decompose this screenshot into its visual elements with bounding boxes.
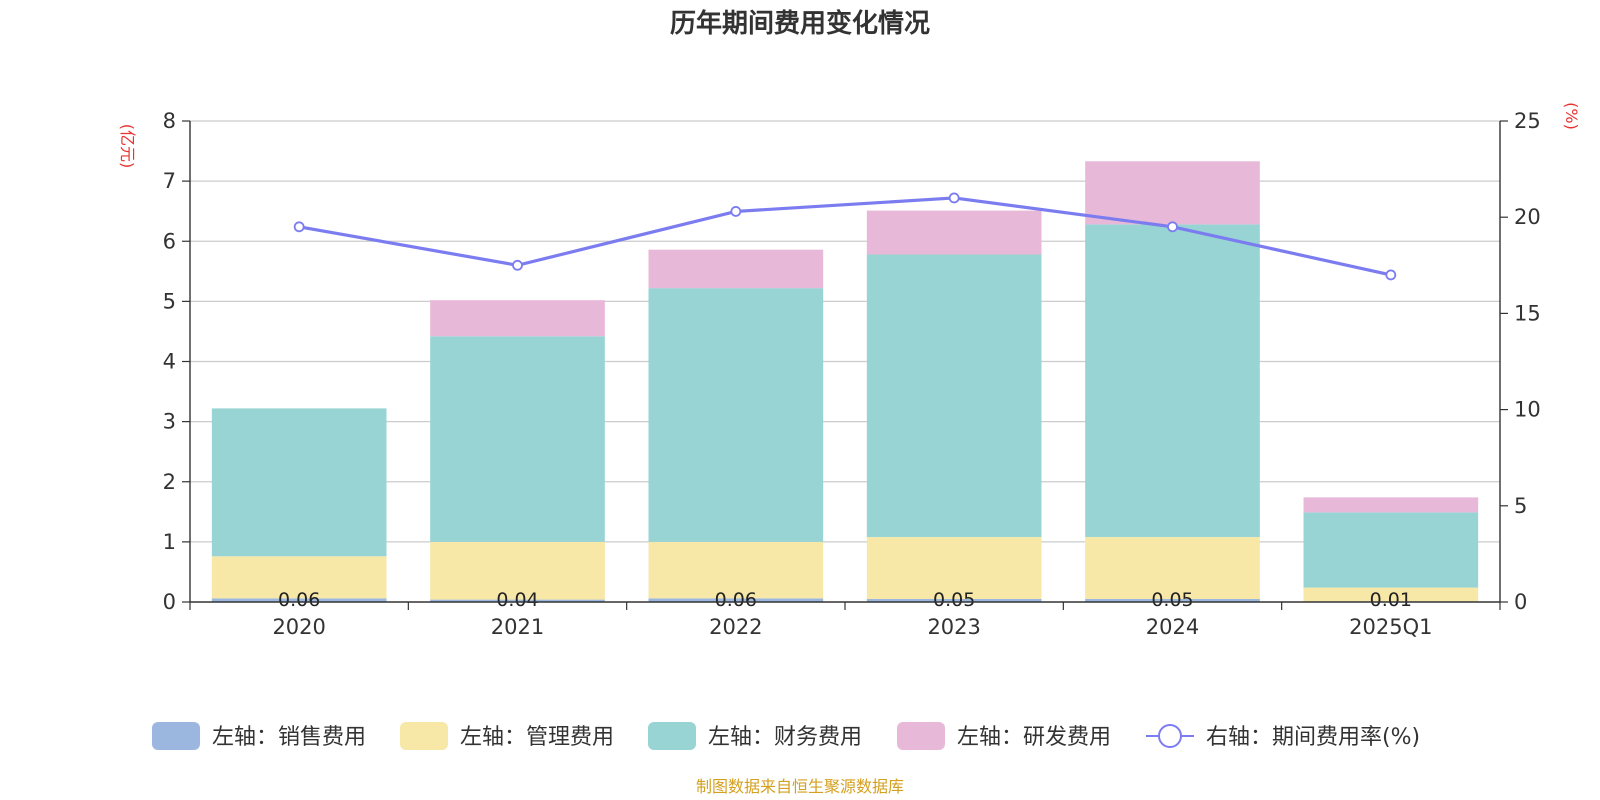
line-point (948, 192, 960, 204)
bar-segment (866, 598, 1042, 602)
bar-segment (866, 210, 1042, 255)
x-tick-label: 2022 (709, 615, 762, 639)
legend-label: 右轴：期间费用率(%) (1206, 725, 1420, 750)
bar-segment (648, 541, 824, 599)
bar-segment (211, 598, 387, 602)
source-note: 制图数据来自恒生聚源数据库 (696, 777, 904, 796)
left-tick-label: 7 (163, 169, 176, 193)
line-series (293, 192, 1397, 281)
legend: 左轴：销售费用 左轴：管理费用 左轴：财务费用 左轴：研发费用 右轴：期间费用率(%) (152, 722, 1420, 750)
bar-segment (648, 288, 824, 542)
bar-segment (430, 541, 605, 600)
right-tick-label: 10 (1514, 398, 1541, 422)
legend-label: 左轴：研发费用 (957, 725, 1111, 750)
right-tick-label: 20 (1514, 205, 1541, 229)
legend-swatch (648, 722, 696, 750)
line-point (512, 259, 523, 271)
left-tick-label: 2 (163, 470, 176, 494)
axes: 0 1 2 3 4 5 6 7 8 0 5 10 15 20 25 2020 2021 2022 2023 2024 2… (163, 109, 1541, 639)
line-point (730, 206, 742, 217)
bar-segment (1085, 598, 1260, 602)
bar-series (211, 161, 1479, 602)
bar-segment (430, 599, 605, 602)
line-point (293, 221, 305, 233)
right-tick-label: 0 (1514, 590, 1527, 614)
x-tick-label: 2024 (1146, 615, 1199, 639)
gridlines (190, 120, 1500, 543)
bar-segment (648, 249, 824, 289)
chart-title: 历年期间费用变化情况 (670, 8, 930, 39)
left-tick-label: 5 (163, 289, 176, 313)
legend-label: 左轴：管理费用 (460, 725, 614, 750)
bar-segment (1303, 512, 1479, 588)
bar-segment (211, 556, 387, 599)
line-point (1167, 221, 1178, 233)
bar-segment (1303, 497, 1479, 513)
right-tick-label: 5 (1514, 494, 1527, 518)
bar-data-label: 0.05 (933, 589, 975, 611)
bar-segment (1085, 537, 1260, 599)
left-tick-label: 8 (163, 109, 176, 133)
x-tick-label: 2025Q1 (1349, 615, 1432, 639)
left-tick-label: 4 (163, 350, 176, 374)
line-path (298, 196, 1392, 277)
x-tick-label: 2020 (272, 615, 325, 639)
bar-data-label: 0.06 (278, 589, 320, 611)
x-tick-label: 2023 (927, 615, 980, 639)
data-labels: 0.06 0.04 0.06 0.05 0.05 0.01 (278, 589, 1412, 611)
bar-segment (211, 408, 387, 557)
bar-data-label: 0.05 (1151, 589, 1193, 611)
legend-label: 左轴：财务费用 (708, 725, 862, 750)
legend-label: 左轴：销售费用 (212, 725, 366, 750)
bar-segment (866, 254, 1042, 538)
left-tick-label: 0 (163, 590, 176, 614)
line-point (1385, 269, 1397, 281)
bar-segment (648, 598, 824, 602)
bar-segment (430, 336, 605, 542)
left-tick-label: 6 (163, 229, 176, 253)
bar-segment (866, 537, 1042, 599)
left-tick-label: 1 (163, 530, 176, 554)
right-tick-label: 25 (1514, 109, 1541, 133)
bar-segment (430, 300, 605, 337)
left-tick-label: 3 (163, 410, 176, 434)
right-tick-label: 15 (1514, 301, 1541, 325)
bar-data-label: 0.01 (1370, 589, 1412, 611)
bar-segment (1085, 224, 1260, 538)
legend-marker (1158, 724, 1182, 748)
right-axis-unit: (%) (1562, 102, 1581, 130)
legend-swatch (897, 722, 945, 750)
legend-swatch (400, 722, 448, 750)
bar-segment (1303, 587, 1479, 602)
left-axis-unit: (亿元) (118, 124, 137, 169)
legend-swatch (152, 722, 200, 750)
bar-data-label: 0.04 (496, 589, 538, 611)
x-tick-label: 2021 (491, 615, 544, 639)
bar-segment (1085, 161, 1260, 225)
bar-data-label: 0.06 (715, 589, 757, 611)
